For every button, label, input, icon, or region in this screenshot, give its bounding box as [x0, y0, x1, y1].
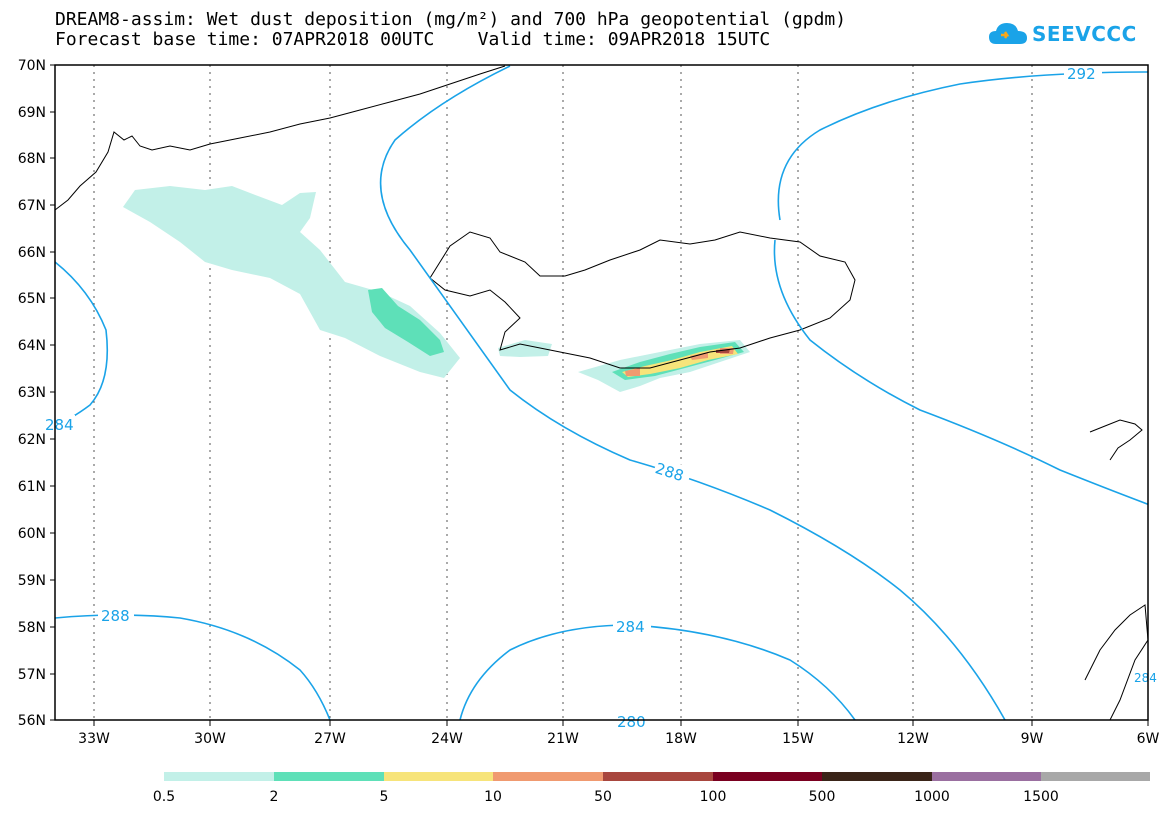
valid-time: Valid time: 09APR2018 15UTC — [477, 29, 771, 50]
legend-swatch — [164, 772, 274, 781]
lat-label: 69N — [18, 105, 46, 121]
contour-label-284-south: 284 — [616, 618, 645, 636]
dust-area-west-medium — [368, 288, 444, 356]
cloud-logo-icon — [989, 23, 1027, 44]
dust-area-iceland-yellow — [622, 346, 738, 377]
legend-swatch — [384, 772, 493, 781]
contour-label-292: 292 — [1067, 65, 1096, 83]
legend-label: 50 — [594, 789, 612, 805]
contour-288-north — [379, 65, 1006, 720]
norway-coast-north — [1089, 419, 1143, 461]
lat-label: 61N — [18, 479, 46, 495]
lon-label: 15W — [782, 731, 814, 747]
lat-label: 63N — [18, 385, 46, 401]
lat-label: 60N — [18, 526, 46, 542]
legend-label: 1000 — [914, 789, 950, 805]
lat-label: 59N — [18, 573, 46, 589]
lon-label: 33W — [78, 731, 110, 747]
latitude-labels: 70N 69N 68N 67N 66N 65N 64N 63N 62N 61N … — [18, 58, 46, 729]
color-legend — [164, 772, 1150, 781]
legend-label: 1500 — [1023, 789, 1059, 805]
lat-label: 65N — [18, 291, 46, 307]
legend-swatch — [493, 772, 603, 781]
contour-label-284-west: 284 — [45, 416, 74, 434]
lon-label: 21W — [547, 731, 579, 747]
legend-label: 2 — [270, 789, 279, 805]
lat-label: 58N — [18, 620, 46, 636]
greenland-coast — [55, 65, 506, 211]
lat-label: 57N — [18, 667, 46, 683]
lat-label: 67N — [18, 198, 46, 214]
lon-label: 24W — [431, 731, 463, 747]
contour-label-280: 280 — [617, 713, 646, 731]
legend-swatch — [1041, 772, 1150, 781]
lon-label: 30W — [194, 731, 226, 747]
contour-label-284-east: 284 — [1134, 671, 1157, 685]
legend-label: 0.5 — [153, 789, 175, 805]
geopotential-contours — [55, 65, 1148, 720]
lat-label: 70N — [18, 58, 46, 74]
legend-swatch — [932, 772, 1041, 781]
lat-label: 56N — [18, 713, 46, 729]
forecast-times: Forecast base time: 07APR2018 00UTC Vali… — [55, 30, 846, 50]
lat-label: 68N — [18, 151, 46, 167]
dust-area-iceland-light-west — [498, 340, 552, 357]
legend-label: 100 — [700, 789, 727, 805]
legend-label: 10 — [484, 789, 502, 805]
iceland-coast — [429, 231, 856, 369]
contour-292 — [777, 71, 1148, 221]
dust-deposition-shading — [123, 186, 750, 392]
legend-swatch — [603, 772, 713, 781]
lon-label: 18W — [665, 731, 697, 747]
legend-label: 500 — [809, 789, 836, 805]
map-title: DREAM8-assim: Wet dust deposition (mg/m²… — [55, 9, 847, 30]
base-time: Forecast base time: 07APR2018 00UTC — [55, 29, 435, 50]
dust-area-west-light — [123, 186, 460, 378]
contour-288-east — [773, 239, 1148, 506]
lon-label: 9W — [1021, 731, 1044, 747]
contour-labels: 292 288 288 284 280 284 284 — [45, 64, 1157, 731]
legend-swatch — [274, 772, 384, 781]
map-grid — [93, 65, 1033, 720]
lat-label: 64N — [18, 338, 46, 354]
lon-label: 27W — [314, 731, 346, 747]
legend-swatch — [822, 772, 932, 781]
legend-labels: 0.5 2 5 10 50 100 500 1000 1500 — [153, 789, 1059, 805]
scotland-coast — [1084, 604, 1148, 720]
lon-label: 12W — [897, 731, 929, 747]
contour-label-288-north: 288 — [653, 459, 686, 485]
seevccc-logo: SEEVCCC — [988, 20, 1137, 48]
contour-288-south — [55, 614, 331, 720]
lat-label: 66N — [18, 245, 46, 261]
dust-area-iceland-orange — [625, 348, 734, 376]
lon-label: 6W — [1137, 731, 1160, 747]
map-header: DREAM8-assim: Wet dust deposition (mg/m²… — [55, 10, 846, 50]
logo-text: SEEVCCC — [1032, 22, 1137, 46]
longitude-labels: 33W 30W 27W 24W 21W 18W 15W 12W 9W 6W — [78, 731, 1159, 747]
lat-label: 62N — [18, 432, 46, 448]
contour-284-south — [459, 624, 856, 720]
coastlines — [55, 65, 1148, 720]
legend-swatch — [713, 772, 822, 781]
legend-label: 5 — [380, 789, 389, 805]
contour-label-288-south: 288 — [101, 607, 130, 625]
contour-284-west — [55, 261, 109, 426]
axis-ticks — [50, 64, 1149, 726]
map-frame — [54, 64, 1149, 721]
